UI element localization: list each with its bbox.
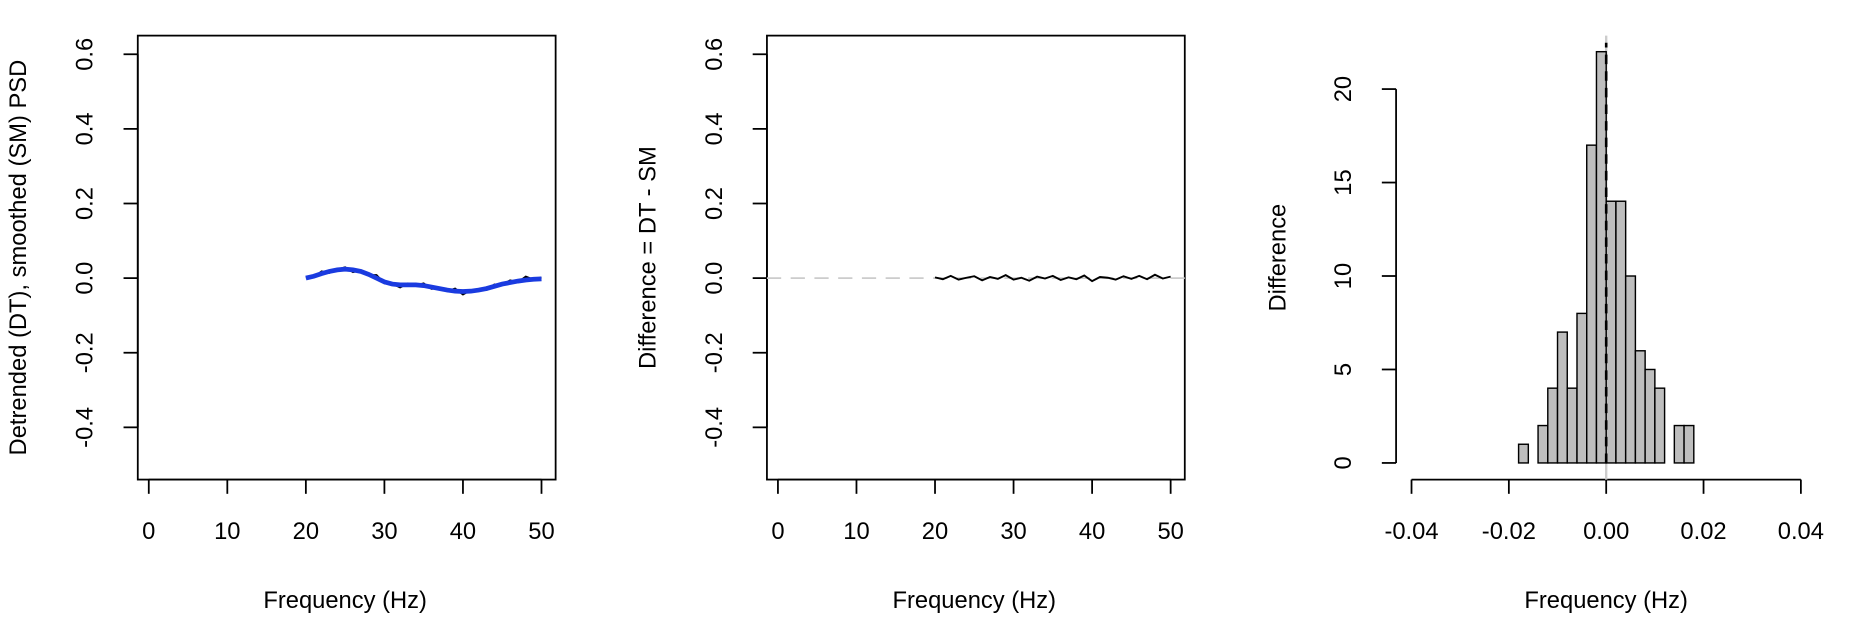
- y-axis-label: Difference = DT - SM: [635, 146, 661, 369]
- x-tick-label: -0.02: [1482, 519, 1536, 545]
- x-tick-label: -0.04: [1384, 519, 1438, 545]
- y-tick-label: -0.2: [702, 332, 728, 373]
- histogram-bar: [1586, 144, 1598, 464]
- y-tick-label: -0.4: [702, 407, 728, 448]
- histogram-bar: [1517, 443, 1530, 464]
- y-axis-label: Detrended (DT), smoothed (SM) PSD: [6, 60, 32, 456]
- y-tick-label: 20: [1331, 76, 1357, 102]
- y-tick-label: 0.6: [73, 38, 99, 71]
- y-tick-label: -0.2: [73, 332, 99, 373]
- x-tick-label: 0.02: [1680, 519, 1726, 545]
- y-tick-label: 0.2: [702, 187, 728, 220]
- x-tick-label: 0: [142, 519, 155, 545]
- y-tick-label: 0.0: [702, 262, 728, 295]
- y-tick-label: 0.2: [73, 187, 99, 220]
- x-axis-label: Frequency (Hz): [893, 588, 1057, 614]
- y-tick-label: 10: [1331, 263, 1357, 289]
- histogram-bar: [1624, 275, 1637, 464]
- x-tick-label: 40: [1079, 519, 1105, 545]
- y-tick-label: 0.0: [73, 262, 99, 295]
- y-axis-label: Difference: [1266, 204, 1292, 312]
- x-tick-label: 20: [293, 519, 319, 545]
- y-tick-label: -0.4: [73, 407, 99, 448]
- x-tick-label: 30: [371, 519, 397, 545]
- x-tick-label: 0.00: [1583, 519, 1629, 545]
- histogram-bar: [1576, 312, 1588, 464]
- x-tick-label: 0.04: [1778, 519, 1824, 545]
- histogram-bar: [1605, 200, 1617, 464]
- histogram-bar: [1673, 424, 1685, 464]
- x-axis-label: Frequency (Hz): [263, 588, 427, 614]
- histogram-bar: [1537, 424, 1549, 464]
- histogram-bar: [1634, 350, 1646, 464]
- x-tick-label: 50: [1157, 519, 1183, 545]
- data-line: [305, 266, 542, 294]
- y-tick-label: 0.4: [73, 112, 99, 145]
- plot-box: [136, 34, 557, 481]
- x-tick-label: 10: [843, 519, 869, 545]
- x-tick-label: 40: [450, 519, 476, 545]
- y-tick-label: 0.4: [702, 112, 728, 145]
- x-tick-label: 30: [1000, 519, 1026, 545]
- x-tick-label: 20: [922, 519, 948, 545]
- y-tick-label: 5: [1331, 363, 1357, 376]
- y-tick-label: 0: [1331, 456, 1357, 469]
- x-tick-label: 50: [528, 519, 554, 545]
- histogram-bar: [1644, 368, 1656, 464]
- histogram-bar: [1615, 200, 1627, 464]
- x-tick-label: 0: [771, 519, 784, 545]
- histogram-bar: [1556, 331, 1568, 464]
- histogram-bar: [1547, 387, 1559, 464]
- plot-box: [766, 34, 1186, 481]
- y-tick-label: 0.6: [702, 38, 728, 71]
- histogram-bar: [1654, 387, 1666, 464]
- x-axis-label: Frequency (Hz): [1524, 588, 1688, 614]
- y-tick-label: 15: [1331, 169, 1357, 195]
- histogram-bar: [1683, 424, 1695, 464]
- data-line: [934, 273, 1171, 283]
- histogram-bar: [1595, 50, 1607, 464]
- histogram-bar: [1566, 387, 1578, 464]
- x-tick-label: 10: [214, 519, 240, 545]
